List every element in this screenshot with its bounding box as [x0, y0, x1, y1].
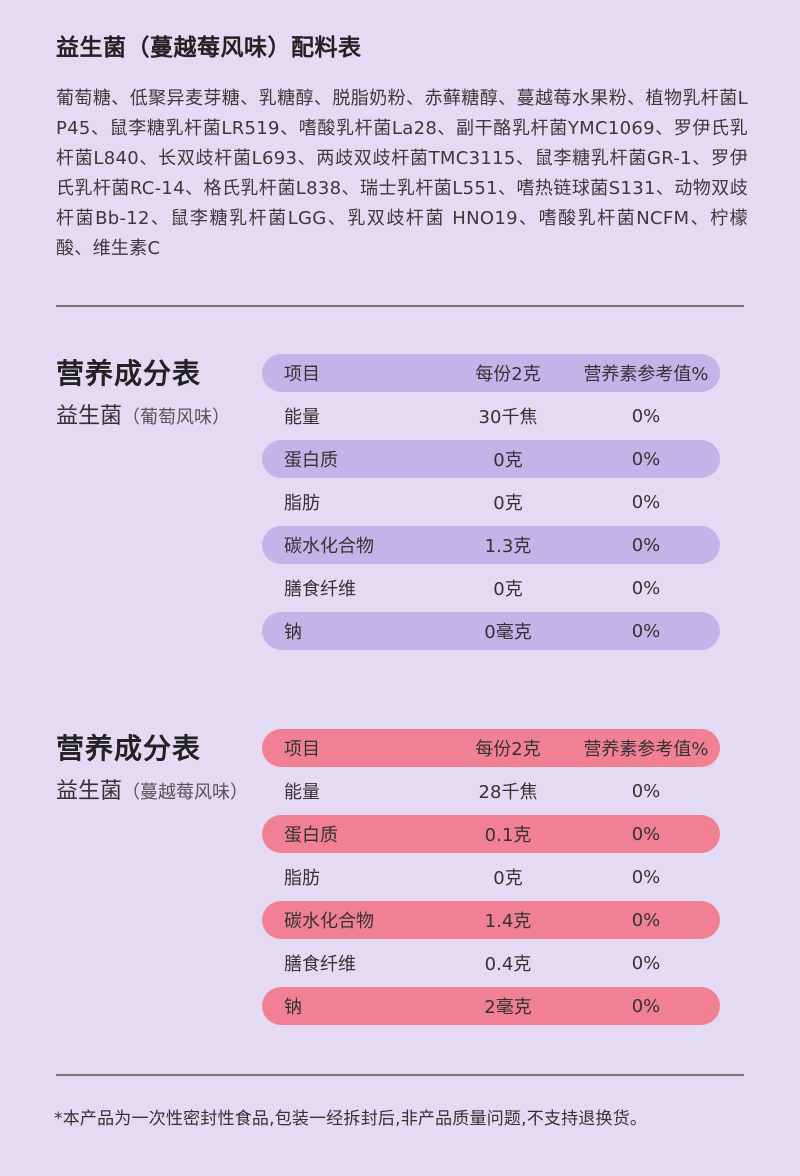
- table-cell: 钠: [284, 997, 302, 1018]
- table-cell: 蛋白质: [284, 450, 338, 471]
- table-cell: 0%: [631, 534, 661, 556]
- table-cell: 0%: [631, 952, 661, 974]
- table-cell: 1.3克: [484, 536, 532, 557]
- table-cell: 0克: [493, 579, 523, 600]
- table-row: 碳水化合物 1.4克 0%: [262, 901, 720, 939]
- table-cell: 0%: [631, 995, 661, 1017]
- table-cell: 0克: [493, 493, 523, 514]
- table-row: 能量 28千焦 0%: [262, 772, 720, 810]
- table-cell: 0%: [631, 909, 661, 931]
- flavor-name: （葡萄风味）: [122, 407, 231, 428]
- table-cell: 0%: [631, 577, 661, 599]
- table-row: 碳水化合物 1.3克 0%: [262, 526, 720, 564]
- table-cell: 0%: [631, 866, 661, 888]
- table-cell: 1.4克: [484, 911, 532, 932]
- table-cell: 0.1克: [484, 825, 532, 846]
- ingredients-text: 葡萄糖、低聚异麦芽糖、乳糖醇、脱脂奶粉、赤藓糖醇、蔓越莓水果粉、植物乳杆菌LP4…: [56, 88, 748, 259]
- table-cell: 0.4克: [484, 954, 532, 975]
- table-row: 能量 30千焦 0%: [262, 397, 720, 435]
- table-cell: 2毫克: [484, 997, 532, 1018]
- table-cell: 0克: [493, 868, 523, 889]
- table-row: 膳食纤维 0克 0%: [262, 569, 720, 607]
- table-cell: 膳食纤维: [284, 579, 356, 600]
- table-cell: 钠: [284, 622, 302, 643]
- table-cell: 0%: [631, 823, 661, 845]
- flavor-name: （蔓越莓风味）: [122, 782, 249, 803]
- table-cell: 膳食纤维: [284, 954, 356, 975]
- table-row: 脂肪 0克 0%: [262, 483, 720, 521]
- table-cell: 0%: [631, 405, 661, 427]
- table-cell: 0%: [631, 620, 661, 642]
- nutrition-table-cranberry: 项目 每份2克 营养素参考值% 能量 28千焦 0% 蛋白质 0.1克 0% 脂肪 0克 0% 碳水化合…: [262, 729, 720, 1030]
- table-cell: 0%: [631, 448, 661, 470]
- table-cell: 28千焦: [478, 782, 538, 803]
- table-cell: 0克: [493, 450, 523, 471]
- nutrition-heading-grape: 营养成分表: [56, 357, 202, 390]
- table-cell: 0%: [631, 780, 661, 802]
- nutrition-product-cranberry: 益生菌（蔓越莓风味）: [56, 773, 248, 805]
- table-header-cell: 项目: [284, 364, 320, 385]
- nutrition-product-grape: 益生菌（葡萄风味）: [56, 398, 230, 430]
- table-cell: 碳水化合物: [284, 536, 374, 557]
- table-cell: 0%: [631, 491, 661, 513]
- table-cell: 蛋白质: [284, 825, 338, 846]
- table-cell: 碳水化合物: [284, 911, 374, 932]
- nutrition-heading-cranberry: 营养成分表: [56, 732, 202, 765]
- product-name: 益生菌: [56, 779, 123, 804]
- divider-top: [56, 305, 744, 307]
- table-cell: 30千焦: [478, 407, 538, 428]
- table-cell: 脂肪: [284, 868, 320, 889]
- table-cell: 0毫克: [484, 622, 532, 643]
- table-row: 蛋白质 0克 0%: [262, 440, 720, 478]
- table-row: 钠 0毫克 0%: [262, 612, 720, 650]
- table-header-cell: 营养素参考值%: [583, 739, 709, 760]
- table-header-cell: 营养素参考值%: [583, 364, 709, 385]
- nutrition-table-grape: 项目 每份2克 营养素参考值% 能量 30千焦 0% 蛋白质 0克 0% 脂肪 0克 0% 碳水化合物 1…: [262, 354, 720, 655]
- product-name: 益生菌: [56, 404, 123, 429]
- divider-bottom: [56, 1074, 744, 1076]
- table-row: 钠 2毫克 0%: [262, 987, 720, 1025]
- footer-note: *本产品为一次性密封性食品,包装一经拆封后,非产品质量问题,不支持退换货。: [54, 1109, 648, 1129]
- table-row: 膳食纤维 0.4克 0%: [262, 944, 720, 982]
- ingredients-title: 益生菌（蔓越莓风味）配料表: [56, 35, 362, 61]
- table-header-row: 项目 每份2克 营养素参考值%: [262, 729, 720, 767]
- table-header-cell: 每份2克: [475, 364, 541, 385]
- table-row: 脂肪 0克 0%: [262, 858, 720, 896]
- table-cell: 能量: [284, 407, 320, 428]
- table-header-cell: 每份2克: [475, 739, 541, 760]
- table-row: 蛋白质 0.1克 0%: [262, 815, 720, 853]
- table-header-cell: 项目: [284, 739, 320, 760]
- table-cell: 脂肪: [284, 493, 320, 514]
- table-header-row: 项目 每份2克 营养素参考值%: [262, 354, 720, 392]
- table-cell: 能量: [284, 782, 320, 803]
